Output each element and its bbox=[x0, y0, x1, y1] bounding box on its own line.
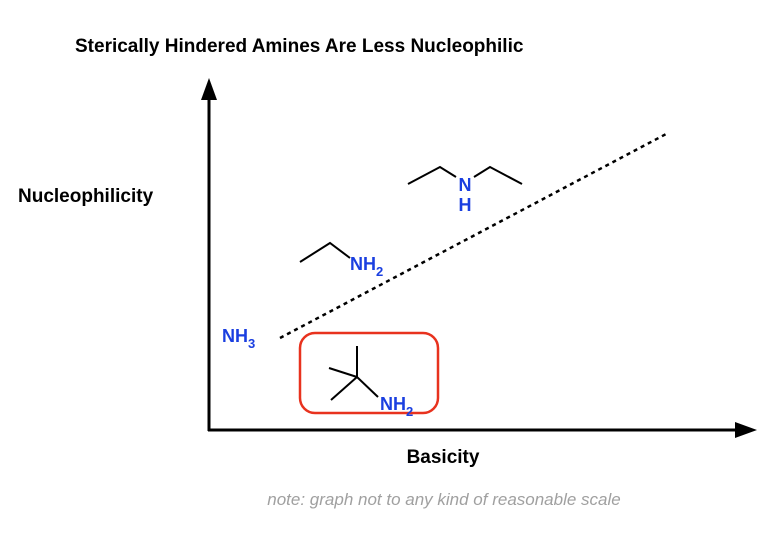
label-part: 3 bbox=[248, 336, 255, 351]
trend-line bbox=[279, 131, 669, 340]
label-part: 2 bbox=[376, 264, 383, 279]
note: note: graph not to any kind of reasonabl… bbox=[267, 490, 620, 509]
diethyl-bonds-left bbox=[407, 165, 457, 185]
label-part: 2 bbox=[406, 404, 413, 419]
tert-butyl-bonds bbox=[328, 346, 379, 401]
diethyl-bonds-right bbox=[473, 165, 523, 185]
ammonia-label: NH3 bbox=[222, 326, 255, 351]
ethylamine-label: NH2 bbox=[350, 254, 383, 279]
x-axis-label: Basicity bbox=[407, 447, 480, 468]
ethyl-bonds bbox=[299, 241, 351, 263]
tert-butylamine-label: NH2 bbox=[380, 394, 413, 419]
diethylamine-n: N bbox=[459, 175, 472, 195]
axes bbox=[201, 78, 757, 438]
highlight-box bbox=[298, 331, 440, 415]
label-part: NH bbox=[380, 394, 406, 414]
title: Sterically Hindered Amines Are Less Nucl… bbox=[75, 36, 524, 57]
label-part: NH bbox=[222, 326, 248, 346]
diethylamine-h: H bbox=[459, 195, 472, 215]
label-part: NH bbox=[350, 254, 376, 274]
y-axis-label: Nucleophilicity bbox=[18, 186, 154, 207]
